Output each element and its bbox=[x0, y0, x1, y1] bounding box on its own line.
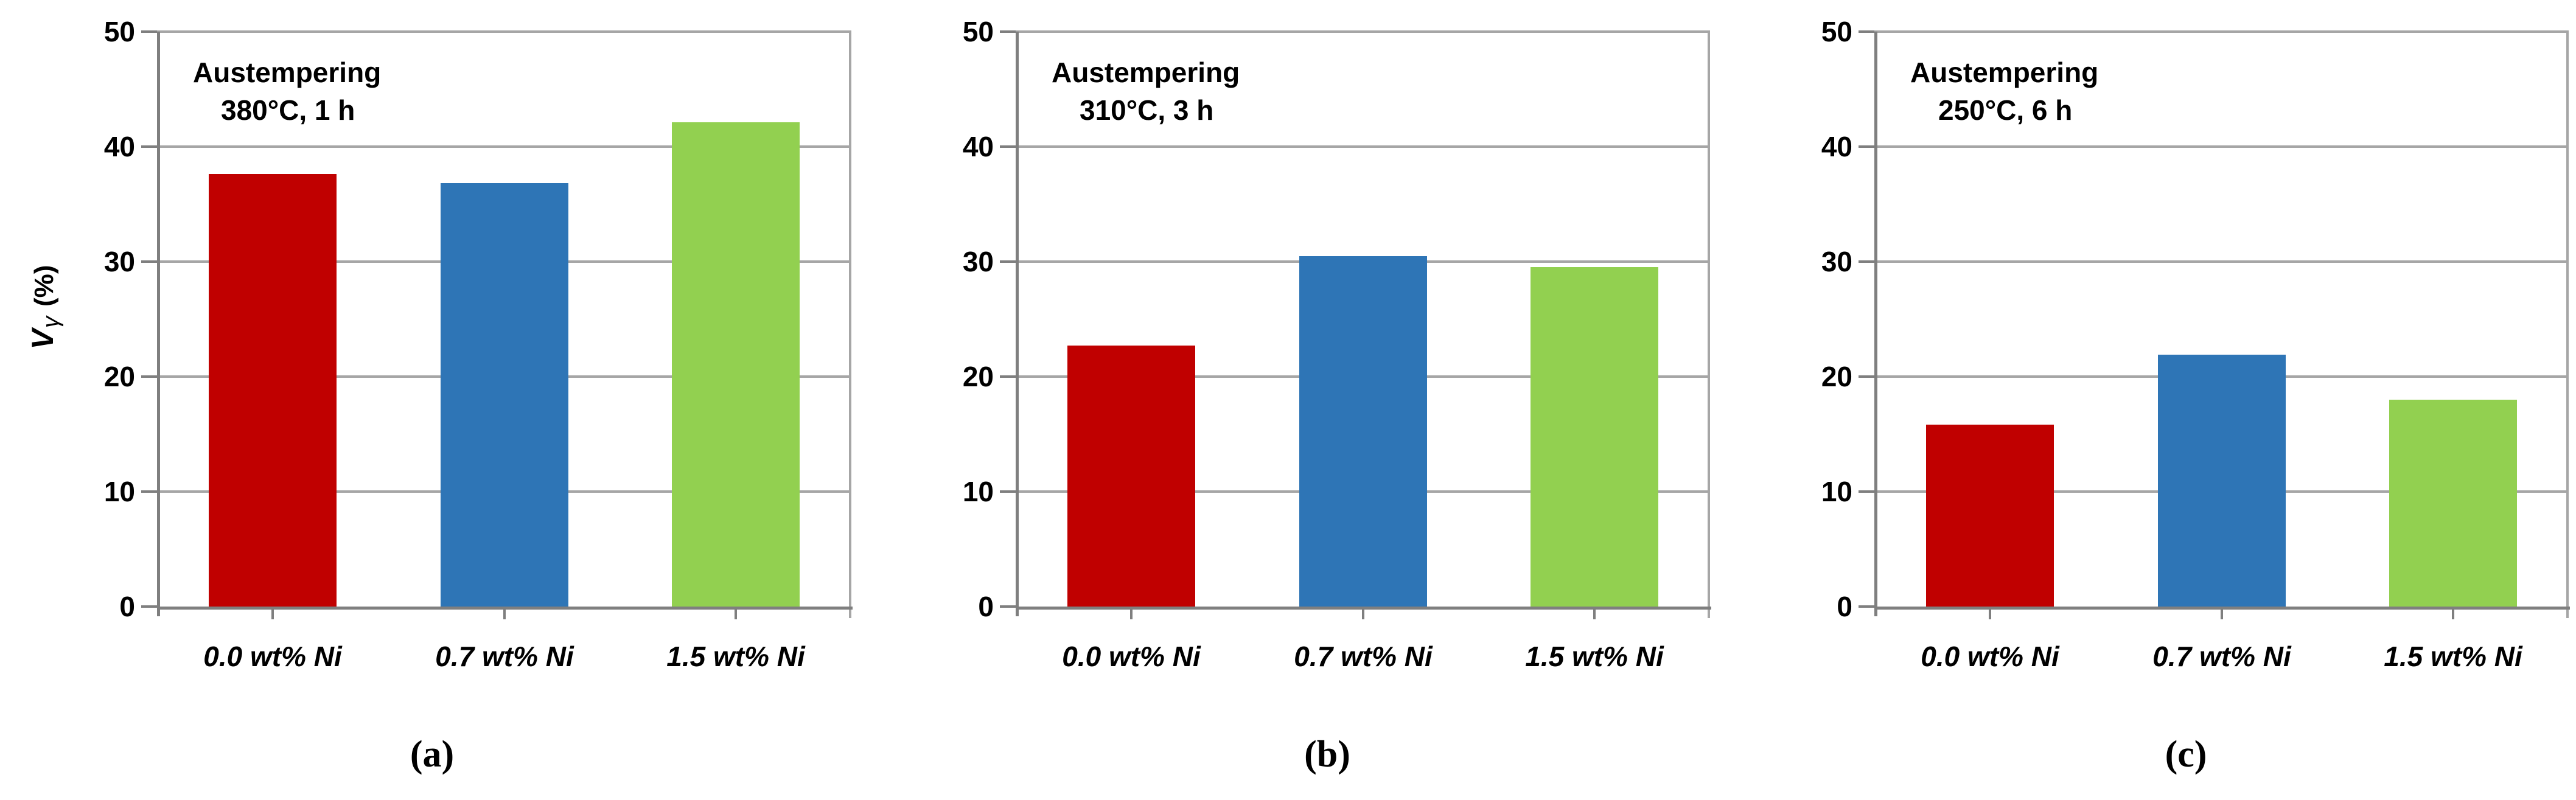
y-tick-label-40: 40 bbox=[1821, 131, 1852, 162]
y-tick-30 bbox=[1000, 260, 1016, 263]
x-tick-1 bbox=[1989, 610, 1991, 619]
panel-caption: (c) bbox=[2165, 734, 2207, 775]
gridline-y50 bbox=[1016, 30, 1710, 33]
x-axis-line bbox=[1874, 607, 2570, 610]
y-tick-label-50: 50 bbox=[962, 16, 994, 47]
x-axis-line bbox=[1016, 607, 1711, 610]
y-tick-label-20: 20 bbox=[1821, 361, 1852, 392]
gridline-y50 bbox=[157, 30, 851, 33]
x-category-label-3: 1.5 wt% Ni bbox=[666, 641, 805, 672]
gridline-y30 bbox=[1874, 260, 2569, 263]
chart-panel-c: 0 10 20 30 40 50 Austempering 250°C, 6 h 0.0 wt%… bbox=[1717, 0, 2576, 800]
y-tick-label-40: 40 bbox=[103, 131, 135, 162]
y-tick-label-30: 30 bbox=[1821, 246, 1852, 277]
y-tick-40 bbox=[1000, 145, 1016, 148]
x-category-label-2: 0.7 wt% Ni bbox=[435, 641, 574, 672]
y-tick-label-20: 20 bbox=[962, 361, 994, 392]
x-category-label-3: 1.5 wt% Ni bbox=[1525, 641, 1664, 672]
x-category-label-3: 1.5 wt% Ni bbox=[2384, 641, 2522, 672]
y-tick-label-40: 40 bbox=[962, 131, 994, 162]
chart-panel-a: 0 10 20 30 40 50 Austempering 380°C, 1 h 0.0 wt%… bbox=[0, 0, 859, 800]
bar-0.7-wt-Ni bbox=[1299, 256, 1427, 607]
annotation: Austempering 310°C, 3 h bbox=[1052, 54, 1240, 129]
y-tick-label-10: 10 bbox=[103, 476, 135, 507]
y-tick-20 bbox=[141, 375, 157, 378]
x-axis-line bbox=[157, 607, 853, 610]
x-tick-3 bbox=[1593, 610, 1596, 619]
plot-right-border bbox=[2566, 32, 2569, 618]
y-tick-10 bbox=[141, 490, 157, 493]
x-tick-2 bbox=[2221, 610, 2223, 619]
y-axis-line bbox=[1016, 32, 1019, 616]
plot-right-border bbox=[1708, 32, 1710, 618]
y-tick-0 bbox=[141, 605, 157, 608]
annotation: Austempering 380°C, 1 h bbox=[193, 54, 381, 129]
gridline-y40 bbox=[157, 145, 851, 148]
x-category-label-1: 0.0 wt% Ni bbox=[203, 641, 342, 672]
y-tick-20 bbox=[1000, 375, 1016, 378]
gridline-y40 bbox=[1874, 145, 2569, 148]
y-tick-label-10: 10 bbox=[1821, 476, 1852, 507]
y-tick-label-30: 30 bbox=[962, 246, 994, 277]
y-tick-label-30: 30 bbox=[103, 246, 135, 277]
annotation-line1: Austempering bbox=[193, 57, 382, 88]
y-tick-40 bbox=[1859, 145, 1874, 148]
y-tick-50 bbox=[141, 30, 157, 33]
y-tick-0 bbox=[1859, 605, 1874, 608]
y-tick-50 bbox=[1859, 30, 1874, 33]
y-tick-label-20: 20 bbox=[103, 361, 135, 392]
x-category-label-1: 0.0 wt% Ni bbox=[1062, 641, 1201, 672]
y-tick-label-0: 0 bbox=[978, 591, 994, 622]
y-tick-30 bbox=[141, 260, 157, 263]
gridline-y50 bbox=[1874, 30, 2569, 33]
panel-caption: (a) bbox=[410, 734, 455, 775]
y-tick-40 bbox=[141, 145, 157, 148]
y-axis-line bbox=[1874, 32, 1877, 616]
y-tick-20 bbox=[1859, 375, 1874, 378]
x-category-label-2: 0.7 wt% Ni bbox=[2152, 641, 2291, 672]
plot-right-border bbox=[849, 32, 851, 618]
bar-0.7-wt-Ni bbox=[2158, 355, 2286, 607]
y-tick-label-0: 0 bbox=[1837, 591, 1852, 622]
x-category-label-2: 0.7 wt% Ni bbox=[1294, 641, 1433, 672]
x-tick-3 bbox=[735, 610, 737, 619]
annotation-line1: Austempering bbox=[1052, 57, 1240, 88]
bar-0.0-wt-Ni bbox=[209, 174, 337, 607]
bar-1.5-wt-Ni bbox=[1531, 267, 1658, 607]
y-tick-30 bbox=[1859, 260, 1874, 263]
x-tick-1 bbox=[1130, 610, 1133, 619]
bar-0.0-wt-Ni bbox=[1067, 346, 1195, 607]
y-tick-label-0: 0 bbox=[119, 591, 135, 622]
y-tick-label-10: 10 bbox=[962, 476, 994, 507]
y-tick-10 bbox=[1000, 490, 1016, 493]
annotation: Austempering 250°C, 6 h bbox=[1910, 54, 2098, 129]
panel-caption: (b) bbox=[1304, 734, 1350, 775]
annotation-line2: 250°C, 6 h bbox=[1938, 94, 2073, 126]
y-tick-10 bbox=[1859, 490, 1874, 493]
bar-1.5-wt-Ni bbox=[2389, 400, 2517, 607]
chart-panel-b: 0 10 20 30 40 50 Austempering 310°C, 3 h 0.0 wt%… bbox=[859, 0, 1717, 800]
bar-0.7-wt-Ni bbox=[441, 183, 568, 607]
x-category-label-1: 0.0 wt% Ni bbox=[1921, 641, 2059, 672]
y-tick-label-50: 50 bbox=[1821, 16, 1852, 47]
annotation-line2: 310°C, 3 h bbox=[1080, 94, 1214, 126]
y-tick-50 bbox=[1000, 30, 1016, 33]
annotation-line1: Austempering bbox=[1910, 57, 2099, 88]
x-tick-3 bbox=[2452, 610, 2454, 619]
bar-0.0-wt-Ni bbox=[1926, 425, 2054, 607]
x-tick-1 bbox=[271, 610, 274, 619]
gridline-y40 bbox=[1016, 145, 1710, 148]
bar-1.5-wt-Ni bbox=[672, 122, 800, 607]
y-tick-0 bbox=[1000, 605, 1016, 608]
x-tick-2 bbox=[1362, 610, 1364, 619]
annotation-line2: 380°C, 1 h bbox=[221, 94, 355, 126]
y-tick-label-50: 50 bbox=[103, 16, 135, 47]
y-axis-line bbox=[157, 32, 160, 616]
x-tick-2 bbox=[503, 610, 506, 619]
